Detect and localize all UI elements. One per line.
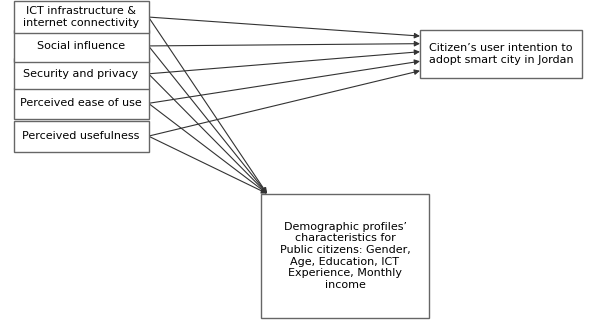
Text: Security and privacy: Security and privacy (23, 69, 139, 79)
Bar (14, 2, 149, 33)
Text: Citizen’s user intention to
adopt smart city in Jordan: Citizen’s user intention to adopt smart … (428, 43, 574, 65)
Bar (261, 194, 429, 318)
Text: Perceived ease of use: Perceived ease of use (20, 98, 142, 108)
Text: Demographic profiles’
characteristics for
Public citizens: Gender,
Age, Educatio: Demographic profiles’ characteristics fo… (280, 222, 410, 290)
Bar (14, 58, 149, 89)
Bar (420, 31, 582, 78)
Text: Social influence: Social influence (37, 41, 125, 51)
Bar (14, 88, 149, 119)
Text: Perceived usefulness: Perceived usefulness (22, 131, 140, 141)
Bar (14, 121, 149, 152)
Bar (14, 31, 149, 62)
Text: ICT infrastructure &
internet connectivity: ICT infrastructure & internet connectivi… (23, 6, 139, 28)
